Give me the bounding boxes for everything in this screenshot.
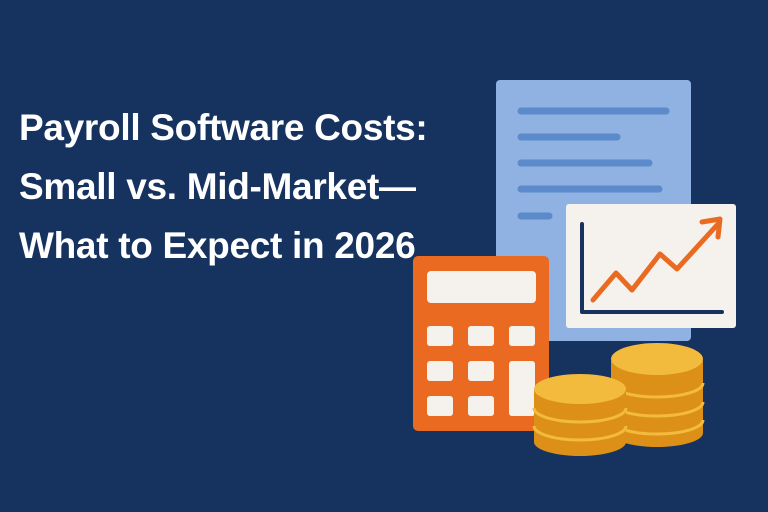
title-line-3: What to Expect in 2026: [19, 225, 416, 266]
calculator-icon: [413, 256, 549, 431]
line-chart-icon: [566, 204, 736, 328]
coin-stack-icon: [532, 343, 705, 456]
title-line-2: Small vs. Mid-Market—: [19, 166, 416, 207]
page-title: Payroll Software Costs: Small vs. Mid-Ma…: [19, 98, 428, 275]
title-line-1: Payroll Software Costs:: [19, 107, 428, 148]
